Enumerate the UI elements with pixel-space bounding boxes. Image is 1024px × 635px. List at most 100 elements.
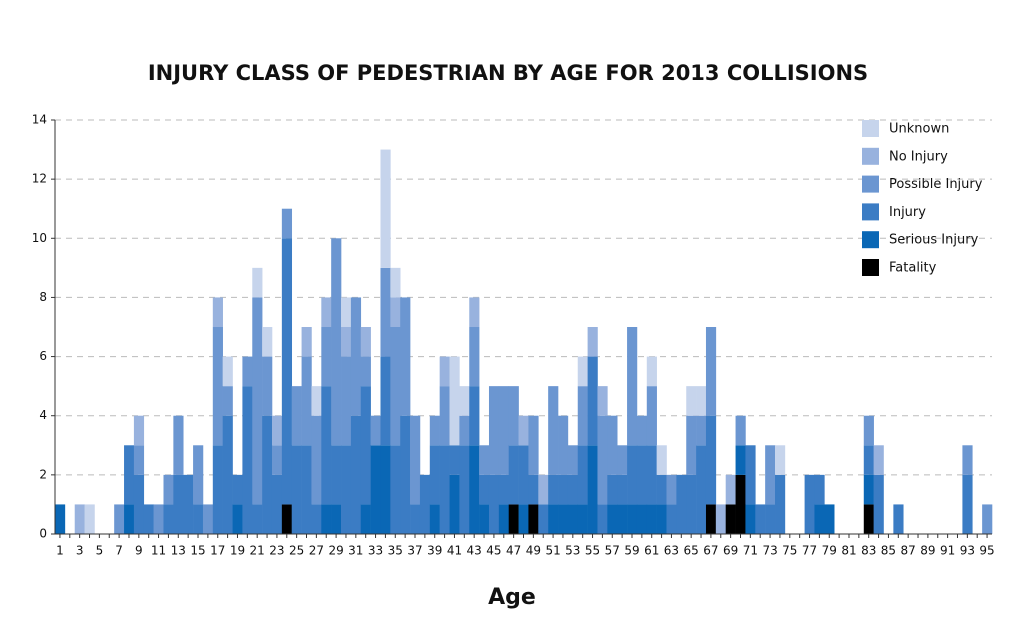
- bar-segment: [873, 445, 884, 475]
- bar-segment: [429, 415, 440, 446]
- x-tick-label: 1: [56, 544, 64, 558]
- bar-segment: [429, 504, 440, 534]
- bar-segment: [124, 504, 135, 534]
- bar-segment: [341, 356, 352, 446]
- bar-segment: [558, 504, 569, 534]
- bar-segment: [84, 504, 95, 534]
- bar-segment: [133, 445, 145, 475]
- bar-segment: [301, 327, 312, 357]
- bar-segment: [271, 415, 283, 446]
- y-tick-label: 12: [32, 172, 47, 186]
- x-tick-label: 21: [250, 544, 265, 558]
- bar-segment: [439, 356, 450, 387]
- bar-segment: [567, 445, 579, 475]
- bar-segment: [114, 504, 125, 534]
- bar-segment: [804, 474, 815, 534]
- bar-segment: [686, 386, 697, 416]
- bar-segment: [222, 356, 233, 387]
- y-tick-label: 2: [39, 467, 47, 481]
- x-tick-label: 53: [565, 544, 580, 558]
- bar-segment: [725, 474, 736, 505]
- x-tick-label: 37: [407, 544, 422, 558]
- bar-segment: [459, 415, 470, 446]
- x-tick-label: 39: [427, 544, 442, 558]
- bar-segment: [636, 445, 648, 505]
- bar-segment: [627, 445, 638, 505]
- x-tick-label: 19: [230, 544, 245, 558]
- x-tick-label: 93: [960, 544, 975, 558]
- bar-segment: [814, 474, 825, 505]
- x-tick-label: 71: [743, 544, 758, 558]
- x-tick-label: 81: [841, 544, 856, 558]
- bar-segment: [242, 386, 253, 534]
- chart-title: INJURY CLASS OF PEDESTRIAN BY AGE FOR 20…: [148, 61, 868, 85]
- bar-segment: [597, 415, 608, 505]
- bar-segment: [705, 504, 717, 534]
- x-tick-label: 3: [76, 544, 84, 558]
- bar-segment: [656, 445, 667, 475]
- bar-segment: [271, 445, 283, 475]
- x-tick-label: 67: [703, 544, 718, 558]
- bar-segment: [439, 386, 450, 446]
- bar-segment: [577, 386, 588, 446]
- legend-label: Unknown: [889, 122, 949, 137]
- bar-segment: [735, 415, 746, 446]
- x-tick-label: 73: [762, 544, 777, 558]
- y-tick-label: 6: [39, 349, 47, 363]
- bar-segment: [548, 474, 559, 505]
- bar-segment: [577, 356, 588, 387]
- legend-swatch: [862, 259, 879, 276]
- x-tick-label: 13: [171, 544, 186, 558]
- bar-segment: [173, 474, 184, 534]
- bar-segment: [232, 504, 243, 534]
- bar-segment: [360, 356, 371, 387]
- x-tick-label: 91: [940, 544, 955, 558]
- bar-segment: [735, 474, 746, 534]
- bar-segment: [656, 504, 667, 534]
- bar-segment: [459, 386, 470, 416]
- bar-segment: [558, 474, 569, 505]
- bar-segment: [350, 297, 362, 416]
- bar-segment: [488, 386, 500, 475]
- bar-segment: [676, 474, 687, 534]
- bar-segment: [163, 474, 174, 505]
- bar-segment: [143, 504, 154, 534]
- x-tick-label: 83: [861, 544, 876, 558]
- bar-segment: [597, 504, 608, 534]
- bar-segment: [301, 356, 312, 446]
- legend-swatch: [862, 147, 879, 165]
- bar-segment: [449, 445, 460, 475]
- bar-segment: [567, 504, 579, 534]
- bar-segment: [735, 445, 746, 475]
- bar-segment: [341, 297, 352, 327]
- legend-label: Serious Injury: [889, 233, 979, 248]
- bar-segment: [341, 327, 352, 357]
- bar-segment: [775, 474, 786, 534]
- bar-segment: [863, 474, 874, 505]
- bar-segment: [577, 445, 588, 505]
- bar-segment: [341, 445, 352, 534]
- bar-segment: [686, 474, 697, 534]
- y-tick-label: 8: [39, 290, 47, 304]
- x-tick-label: 59: [624, 544, 639, 558]
- y-tick-label: 14: [32, 113, 47, 127]
- bar-segment: [55, 504, 66, 534]
- bar-segment: [202, 504, 214, 534]
- x-tick-label: 7: [115, 544, 123, 558]
- bar-segment: [607, 415, 618, 475]
- x-tick-label: 31: [348, 544, 363, 558]
- bar-segment: [765, 504, 776, 534]
- x-tick-label: 35: [388, 544, 403, 558]
- bar-segment: [390, 297, 401, 327]
- bar-segment: [577, 504, 588, 534]
- bar-segment: [262, 356, 273, 416]
- bar-segment: [252, 297, 263, 505]
- x-tick-label: 65: [684, 544, 699, 558]
- x-tick-label: 43: [467, 544, 482, 558]
- x-tick-label: 49: [526, 544, 541, 558]
- bar-segment: [696, 386, 707, 416]
- bar-segment: [133, 474, 145, 534]
- bar-segment: [873, 474, 884, 534]
- bar-segment: [893, 504, 904, 534]
- bar-segment: [814, 504, 825, 534]
